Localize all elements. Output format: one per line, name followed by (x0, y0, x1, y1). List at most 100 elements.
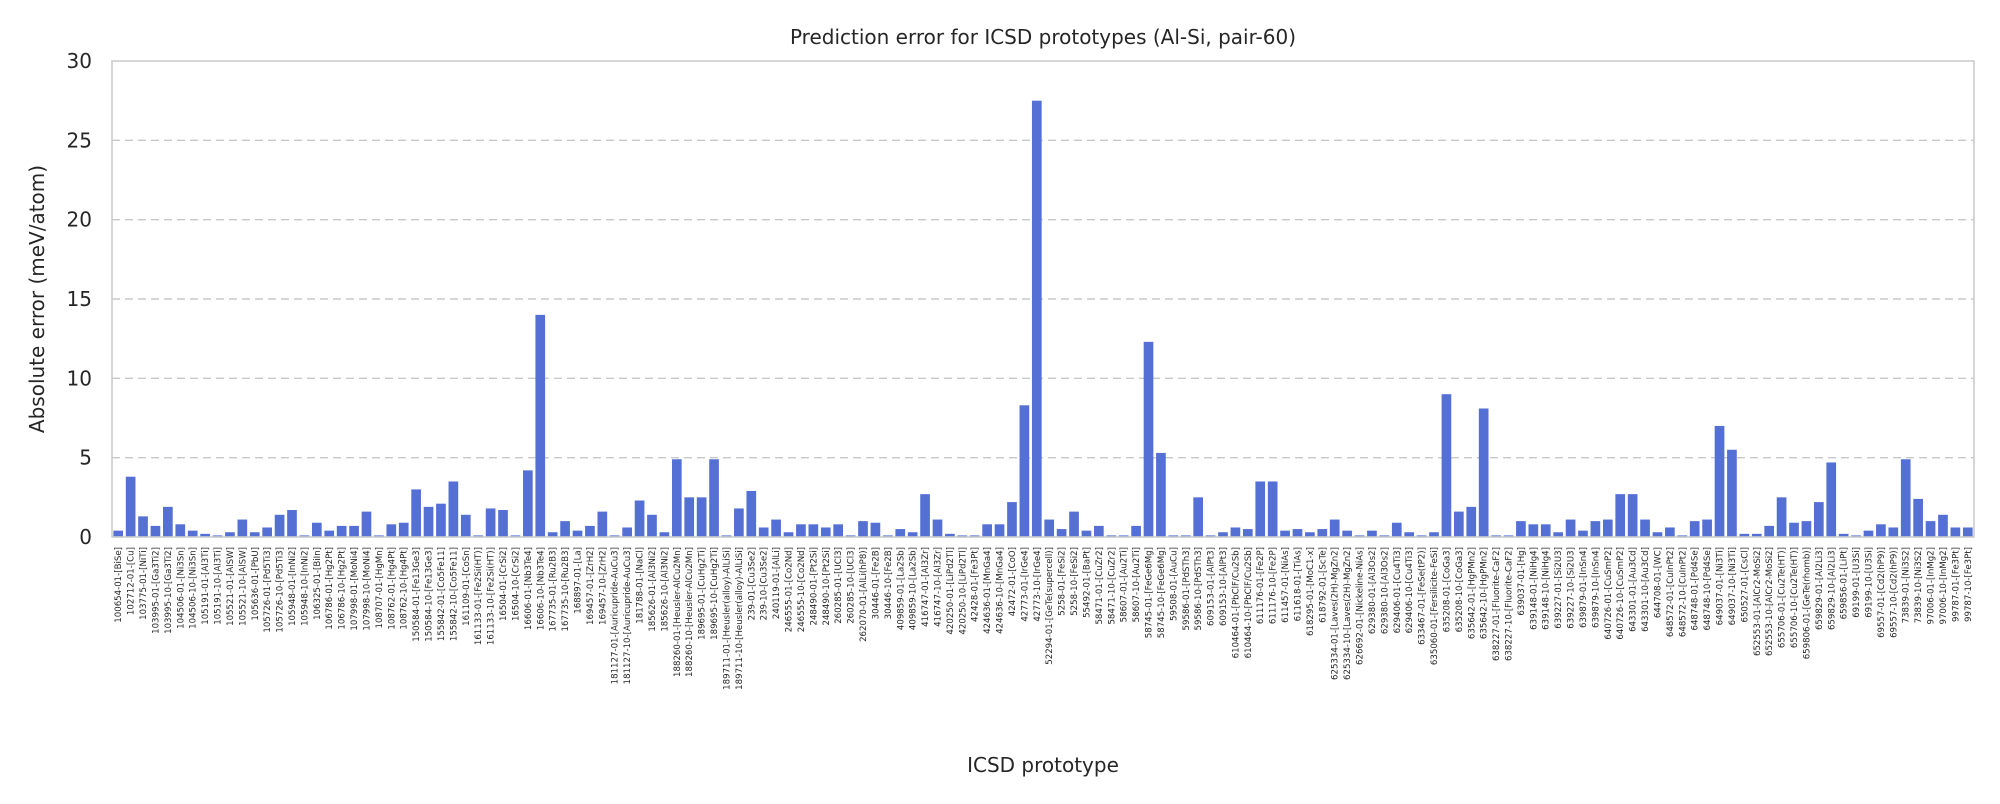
x-tick-label: 99787-01-[Fe3Pt] (1951, 547, 1961, 622)
bar (709, 459, 719, 537)
bar (1665, 527, 1675, 537)
x-tick-label: 260285-01-[UCl3] (834, 547, 844, 624)
bar (1255, 481, 1266, 537)
x-tick-label: 103775-01-[NiTi] (139, 547, 149, 620)
x-tick-label: 69199-10-[U3Si] (1864, 547, 1874, 618)
x-tick-label: 644708-01-[WC] (1653, 547, 1663, 618)
x-tick-label: 167735-10-[Ru2B3] (561, 547, 571, 632)
x-tick-label: 16504-10-[CrSi2] (511, 547, 521, 621)
bar (907, 532, 918, 537)
bar (1292, 529, 1303, 537)
bar (1081, 530, 1092, 537)
bar (796, 524, 806, 537)
bar (1913, 498, 1923, 537)
x-tick-label: 639148-01-[NiHg4] (1529, 547, 1539, 630)
bar (448, 481, 459, 537)
bar (485, 508, 496, 537)
x-tick-label: 42472-01-[CoO] (1008, 547, 1018, 616)
x-tick-label: 185626-10-[Al3Ni2] (660, 547, 670, 632)
bar (1615, 494, 1626, 537)
x-tick-label: 99787-10-[Fe3Pt] (1964, 547, 1974, 622)
x-tick-label: 107998-01-[MoNi4] (350, 547, 360, 631)
x-tick-label: 188260-10-[Heusler-AlCu2Mn] (685, 547, 695, 677)
y-axis-ticks: 0 5 10 15 20 25 30 (67, 49, 92, 549)
bar (1876, 524, 1886, 537)
x-tick-label: 150584-10-[Fe13Ge3] (425, 547, 435, 642)
x-tick-label: 416747-10-[Al3Zr] (933, 547, 943, 627)
x-tick-label: 639148-10-[NiHg4] (1542, 547, 1552, 630)
x-tick-label: 650527-01-[CsCl] (1740, 547, 1750, 623)
x-tick-label: 59586-01-[PdSTh3] (1182, 547, 1192, 630)
bar (1789, 522, 1799, 537)
x-tick-label: 643301-01-[Au3Cd] (1629, 547, 1639, 632)
bar (870, 522, 881, 537)
bar (820, 527, 831, 537)
bar (1938, 514, 1948, 537)
bar (1652, 532, 1663, 537)
bar (411, 489, 421, 537)
bar (684, 497, 695, 537)
bar (1602, 519, 1613, 537)
bar (895, 529, 906, 537)
x-tick-label: 155842-10-[Co5Fe11] (449, 547, 459, 641)
x-tick-label: 648572-10-[CuInPt2] (1678, 547, 1688, 637)
bar (138, 516, 148, 537)
bar (1031, 100, 1042, 538)
x-tick-label: 181127-01-[Auricupride-AuCu3] (611, 547, 621, 684)
bar (1640, 519, 1650, 537)
x-tick-label: 30446-01-[Fe2B] (871, 547, 881, 619)
x-tick-label: 629380-01-[Al3Os2] (1368, 547, 1378, 634)
bar (523, 470, 533, 537)
bar (1739, 533, 1750, 537)
x-tick-label: 155842-01-[Co5Fe11] (437, 547, 447, 641)
bar (1888, 527, 1899, 537)
bar (585, 525, 595, 537)
x-tick-label: 105191-01-[Al3Ti] (201, 547, 211, 625)
bar (175, 524, 186, 537)
bar (783, 532, 794, 537)
x-tick-label: 635208-10-[CoGa3] (1455, 547, 1465, 632)
bar (833, 524, 844, 537)
bar (113, 530, 124, 537)
bar (386, 524, 397, 537)
bar (734, 508, 744, 537)
bar (994, 524, 1005, 537)
x-tick-label: 73839-10-[Ni3S2] (1914, 547, 1924, 623)
x-tick-label: 610464-01-[PbClF/Cu2Sb] (1231, 547, 1241, 658)
x-tick-label: 105948-10-[InNi2] (300, 547, 310, 626)
bar (1764, 525, 1775, 537)
bars (113, 100, 1973, 538)
x-tick-label: 106786-10-[Hg2Pt] (338, 547, 348, 630)
x-tick-label: 185626-01-[Al3Ni2] (648, 547, 658, 632)
x-tick-label: 107998-10-[MoNi4] (362, 547, 372, 631)
x-tick-label: 105726-10-[Pd5Ti3] (276, 547, 286, 633)
bar (1230, 527, 1241, 537)
x-tick-label: 239-01-[Cu3Se2] (747, 547, 757, 620)
bar (622, 527, 632, 537)
y-tick-label: 5 (79, 446, 92, 470)
chart-title: Prediction error for ICSD prototypes (Al… (790, 25, 1296, 49)
x-tick-label: 638227-01-[Fluorite-CaF2] (1492, 547, 1502, 661)
x-tick-label: 416747-01-[Al3Zr] (921, 547, 931, 627)
x-tick-label: 73839-01-[Ni3S2] (1902, 547, 1912, 623)
bar (1019, 405, 1030, 537)
x-tick-label: 58471-10-[CuZr2] (1107, 547, 1117, 625)
x-tick-label: 55492-01-[BaPt] (1082, 547, 1092, 618)
bar (535, 314, 546, 537)
x-tick-label: 655706-01-[Cu2Te(HT)] (1778, 547, 1788, 648)
x-tick-label: 69557-10-[Cd2(hP9)] (1889, 547, 1899, 638)
bar (1218, 532, 1228, 537)
x-tick-label: 424636-10-[MnGa4] (996, 547, 1006, 634)
x-tick-label: 161133-01-[Fe2Si(HT)] (474, 547, 484, 645)
bar (696, 497, 707, 537)
bar (1069, 511, 1079, 537)
bar (187, 530, 198, 537)
bar (1900, 459, 1911, 537)
x-tick-label: 609153-01-[AlPt3] (1207, 547, 1217, 626)
y-tick-label: 30 (67, 49, 92, 73)
bar (560, 521, 570, 537)
x-tick-label: 167735-01-[Ru2B3] (549, 547, 559, 632)
y-tick-label: 15 (67, 287, 92, 311)
x-tick-label: 108707-01-[HgMn] (375, 547, 385, 628)
